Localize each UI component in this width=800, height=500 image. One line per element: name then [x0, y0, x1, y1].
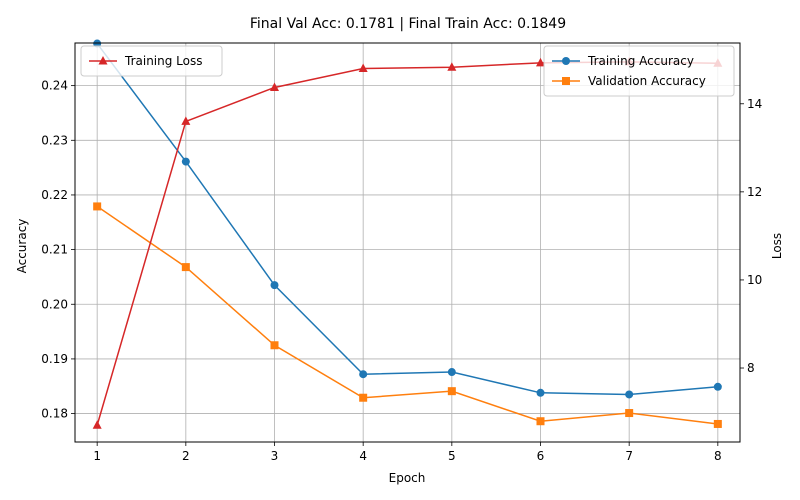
chart-title: Final Val Acc: 0.1781 | Final Train Acc:… [250, 16, 566, 32]
training-accuracy-point [359, 370, 368, 379]
validation-accuracy-point [181, 263, 190, 272]
legend-right: Training Accuracy Validation Accuracy [543, 45, 735, 97]
legend-marker-training-accuracy [562, 57, 570, 65]
plot-frame [74, 42, 741, 443]
training-loss-point [358, 63, 368, 73]
x-tick-label: 6 [537, 449, 545, 463]
legend-marker-validation-accuracy [562, 77, 570, 85]
y-tick-label: 0.19 [41, 352, 68, 366]
training-accuracy-point [270, 281, 279, 290]
y-tick-label: 0.21 [41, 243, 68, 257]
y2-tick-label: 14 [747, 97, 762, 111]
validation-accuracy-point [270, 341, 279, 350]
y-axis-label: Accuracy [15, 219, 29, 274]
legend-label-training-loss: Training Loss [124, 54, 202, 68]
validation-accuracy-line [96, 205, 718, 425]
y-tick-label: 0.20 [41, 297, 68, 311]
legend-label-validation-accuracy: Validation Accuracy [588, 74, 706, 88]
x-tick-label: 3 [271, 449, 279, 463]
x-tick-label: 5 [448, 449, 456, 463]
validation-accuracy-point [447, 387, 456, 396]
x-tick-label: 8 [714, 449, 722, 463]
x-tick-label: 7 [625, 449, 633, 463]
y2-tick-label: 8 [747, 361, 755, 375]
x-tick-label: 2 [182, 449, 190, 463]
legend-box [80, 45, 223, 77]
validation-accuracy-point [93, 202, 102, 211]
training-accuracy-line [96, 43, 718, 396]
legend-label-training-accuracy: Training Accuracy [587, 54, 694, 68]
y-tick-label: 0.23 [41, 133, 68, 147]
y-tick-label: 0.18 [41, 407, 68, 421]
y-tick-label: 0.22 [41, 188, 68, 202]
training-accuracy-point [713, 382, 722, 391]
x-tick-label: 4 [359, 449, 367, 463]
validation-accuracy-point [536, 417, 545, 426]
training-loss-point [181, 116, 191, 125]
legend-left: Training Loss [80, 45, 223, 77]
training-accuracy-point [625, 390, 634, 399]
series-validation-accuracy [93, 202, 722, 428]
legend-box [543, 45, 735, 97]
y-tick-label: 0.24 [41, 79, 68, 93]
training-accuracy-point [181, 157, 190, 166]
legend-marker-training-loss [98, 56, 108, 65]
series-training-accuracy [93, 39, 722, 399]
training-loss-point [536, 57, 545, 67]
y2-tick-label: 12 [747, 185, 762, 199]
training-loss-point [270, 82, 279, 91]
x-axis-label: Epoch [389, 471, 426, 485]
training-accuracy-point [447, 368, 456, 377]
legends: Training Loss Training Accuracy Validation… [80, 45, 735, 97]
training-accuracy-point [536, 388, 545, 397]
grid [75, 43, 740, 442]
y2-axis-label: Loss [770, 233, 784, 259]
validation-accuracy-point [359, 393, 368, 402]
training-loss-point [92, 420, 102, 429]
x-tick-label: 1 [93, 449, 101, 463]
y2-tick-label: 10 [747, 273, 762, 287]
validation-accuracy-point [625, 409, 634, 418]
validation-accuracy-point [713, 419, 722, 428]
ticks: 1 2 3 4 5 6 7 80.180.190.200.210.220.230.248101… [41, 79, 762, 463]
training-loss-point [447, 62, 457, 71]
